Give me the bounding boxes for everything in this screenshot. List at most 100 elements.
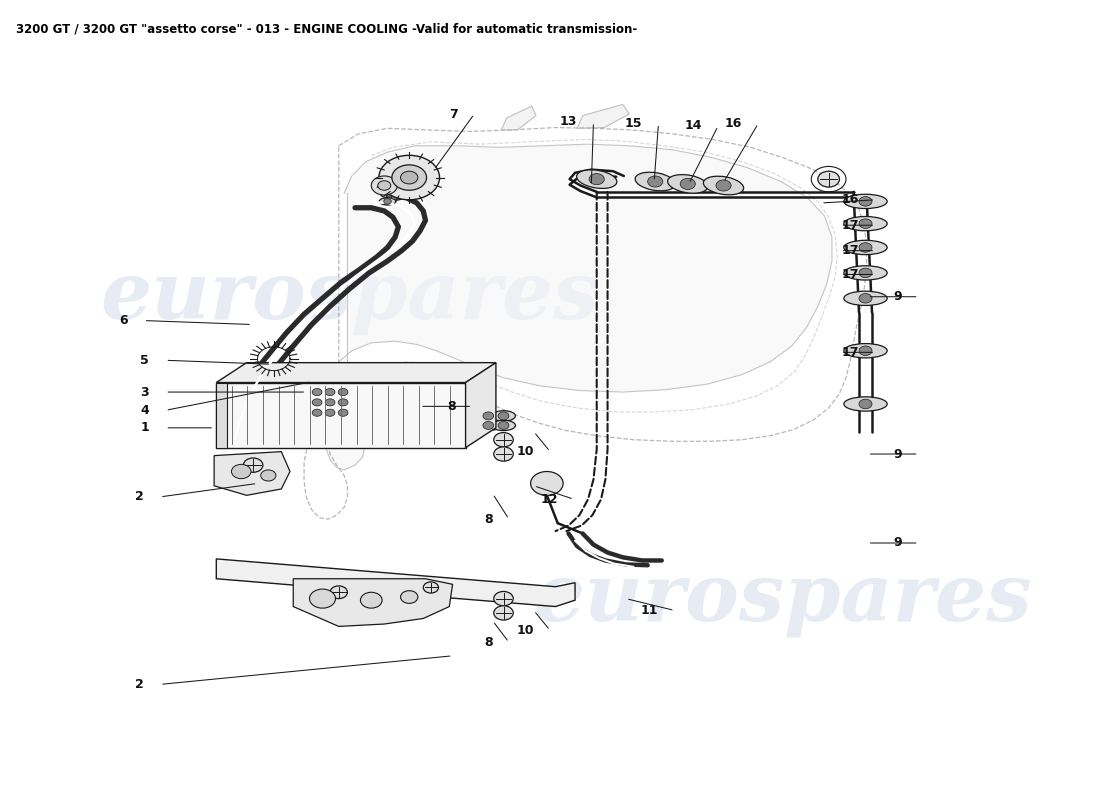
Text: 17: 17 bbox=[842, 268, 859, 281]
Ellipse shape bbox=[332, 398, 354, 407]
Circle shape bbox=[326, 389, 336, 396]
Text: 5: 5 bbox=[141, 354, 150, 366]
Circle shape bbox=[378, 155, 440, 200]
Ellipse shape bbox=[844, 291, 888, 306]
Circle shape bbox=[392, 194, 399, 199]
Circle shape bbox=[680, 178, 695, 190]
Text: 14: 14 bbox=[684, 119, 702, 133]
Circle shape bbox=[400, 171, 418, 184]
Text: 16: 16 bbox=[842, 194, 859, 206]
Text: 11: 11 bbox=[641, 604, 659, 617]
Text: 4: 4 bbox=[141, 404, 150, 417]
Ellipse shape bbox=[844, 397, 888, 411]
Circle shape bbox=[483, 422, 494, 430]
Ellipse shape bbox=[307, 398, 328, 407]
Ellipse shape bbox=[319, 387, 341, 397]
Text: 9: 9 bbox=[893, 537, 902, 550]
Circle shape bbox=[498, 422, 509, 430]
Circle shape bbox=[338, 389, 348, 396]
Polygon shape bbox=[217, 362, 496, 382]
Circle shape bbox=[361, 592, 382, 608]
Circle shape bbox=[312, 389, 322, 396]
Text: eurospares: eurospares bbox=[534, 560, 1033, 638]
Circle shape bbox=[326, 409, 336, 416]
Ellipse shape bbox=[392, 183, 411, 191]
Circle shape bbox=[386, 190, 396, 197]
Text: 3200 GT / 3200 GT "assetto corse" - 013 - ENGINE COOLING -Valid for automatic tr: 3200 GT / 3200 GT "assetto corse" - 013 … bbox=[15, 22, 637, 36]
Circle shape bbox=[424, 582, 439, 593]
Circle shape bbox=[392, 165, 427, 190]
Text: 8: 8 bbox=[448, 400, 455, 413]
Circle shape bbox=[817, 171, 839, 187]
Ellipse shape bbox=[476, 420, 501, 430]
Text: 3: 3 bbox=[141, 386, 150, 398]
Circle shape bbox=[859, 219, 872, 229]
Ellipse shape bbox=[332, 408, 354, 418]
Polygon shape bbox=[217, 382, 227, 448]
Circle shape bbox=[330, 586, 348, 598]
Text: 16: 16 bbox=[725, 117, 742, 130]
Polygon shape bbox=[578, 105, 629, 128]
Ellipse shape bbox=[332, 387, 354, 397]
Ellipse shape bbox=[703, 176, 744, 195]
Text: eurospares: eurospares bbox=[100, 258, 598, 335]
Polygon shape bbox=[217, 559, 575, 606]
Text: 17: 17 bbox=[842, 346, 859, 359]
Ellipse shape bbox=[576, 170, 617, 189]
Circle shape bbox=[483, 412, 494, 420]
Polygon shape bbox=[214, 452, 290, 495]
Ellipse shape bbox=[492, 410, 516, 421]
Text: 10: 10 bbox=[516, 445, 534, 458]
Text: 13: 13 bbox=[560, 115, 578, 129]
Circle shape bbox=[859, 399, 872, 409]
Text: 2: 2 bbox=[135, 490, 144, 503]
Circle shape bbox=[243, 458, 263, 472]
Circle shape bbox=[859, 242, 872, 252]
Circle shape bbox=[494, 433, 514, 447]
Ellipse shape bbox=[381, 189, 402, 198]
Ellipse shape bbox=[319, 398, 341, 407]
Text: 9: 9 bbox=[893, 447, 902, 461]
Circle shape bbox=[261, 470, 276, 481]
Circle shape bbox=[494, 447, 514, 461]
Text: 12: 12 bbox=[540, 493, 558, 506]
Ellipse shape bbox=[492, 420, 516, 430]
Circle shape bbox=[590, 174, 604, 185]
Circle shape bbox=[859, 268, 872, 278]
Polygon shape bbox=[217, 382, 465, 448]
Circle shape bbox=[312, 409, 322, 416]
Text: 7: 7 bbox=[449, 107, 458, 121]
Circle shape bbox=[859, 346, 872, 355]
Ellipse shape bbox=[844, 343, 888, 358]
Ellipse shape bbox=[668, 174, 708, 194]
Ellipse shape bbox=[844, 240, 888, 254]
Circle shape bbox=[231, 464, 251, 478]
Ellipse shape bbox=[635, 172, 675, 191]
Circle shape bbox=[384, 198, 392, 204]
Circle shape bbox=[309, 589, 336, 608]
Circle shape bbox=[494, 606, 514, 620]
Circle shape bbox=[859, 197, 872, 206]
Text: 8: 8 bbox=[484, 513, 493, 526]
Circle shape bbox=[498, 412, 509, 420]
Text: 15: 15 bbox=[625, 117, 642, 130]
Text: 17: 17 bbox=[842, 218, 859, 232]
Ellipse shape bbox=[319, 408, 341, 418]
Circle shape bbox=[397, 184, 406, 190]
Text: 1: 1 bbox=[141, 422, 150, 434]
Circle shape bbox=[859, 294, 872, 303]
Circle shape bbox=[494, 591, 514, 606]
Polygon shape bbox=[502, 106, 536, 130]
Ellipse shape bbox=[476, 410, 501, 421]
Circle shape bbox=[530, 471, 563, 495]
Circle shape bbox=[312, 399, 322, 406]
Circle shape bbox=[400, 590, 418, 603]
Text: 17: 17 bbox=[842, 244, 859, 257]
Circle shape bbox=[338, 399, 348, 406]
Circle shape bbox=[372, 176, 397, 195]
Text: 9: 9 bbox=[893, 290, 902, 303]
Ellipse shape bbox=[844, 217, 888, 230]
Text: 2: 2 bbox=[135, 678, 144, 691]
Text: 10: 10 bbox=[516, 624, 534, 637]
Polygon shape bbox=[294, 578, 452, 626]
